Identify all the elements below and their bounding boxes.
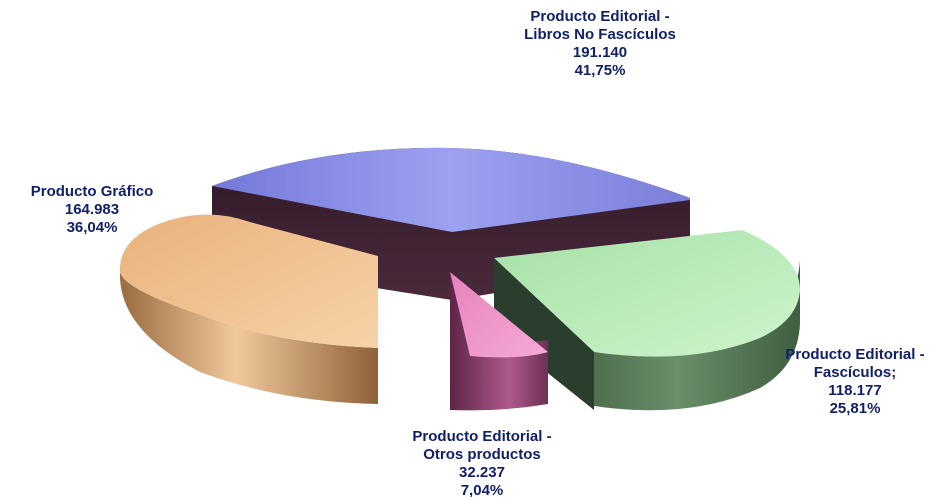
slice-grafico-side (119, 272, 378, 404)
label-percent: 36,04% (66, 219, 118, 236)
label-libros-no-fasciculos: Producto Editorial - Libros No Fascículo… (470, 8, 730, 80)
label-percent: 25,81% (829, 400, 881, 417)
label-line: Otros productos (423, 446, 541, 463)
slice-fasciculos-inner-side (494, 258, 594, 410)
label-line: Producto Editorial - (412, 428, 552, 445)
label-line: Producto Editorial - (530, 8, 670, 25)
slice-producto-grafico (119, 214, 378, 404)
label-percent: 7,04% (460, 482, 504, 497)
label-producto-grafico: Producto Gráfico 164.983 36,04% (2, 183, 182, 237)
label-value: 164.983 (64, 201, 120, 218)
label-percent: 41,75% (574, 62, 626, 79)
label-value: 32.237 (459, 464, 505, 481)
slice-otros-productos (450, 272, 548, 411)
label-line: Libros No Fascículos (524, 26, 676, 43)
label-value: 118.177 (828, 382, 882, 399)
slice-grafico-top (119, 214, 378, 348)
label-value: 191.140 (572, 44, 628, 61)
slice-otros-side (450, 272, 548, 411)
slice-fasciculos (494, 230, 800, 411)
label-line: Producto Gráfico (30, 183, 154, 200)
slice-otros-top (450, 272, 548, 358)
label-line: Fascículos; (813, 364, 897, 381)
label-otros-productos: Producto Editorial - Otros productos 32.… (372, 428, 592, 497)
label-line: Producto Editorial - (785, 346, 925, 363)
slice-libros-top (212, 147, 690, 232)
slice-fasciculos-top (494, 230, 800, 357)
label-fasciculos: Producto Editorial - Fascículos; 118.177… (760, 346, 937, 418)
